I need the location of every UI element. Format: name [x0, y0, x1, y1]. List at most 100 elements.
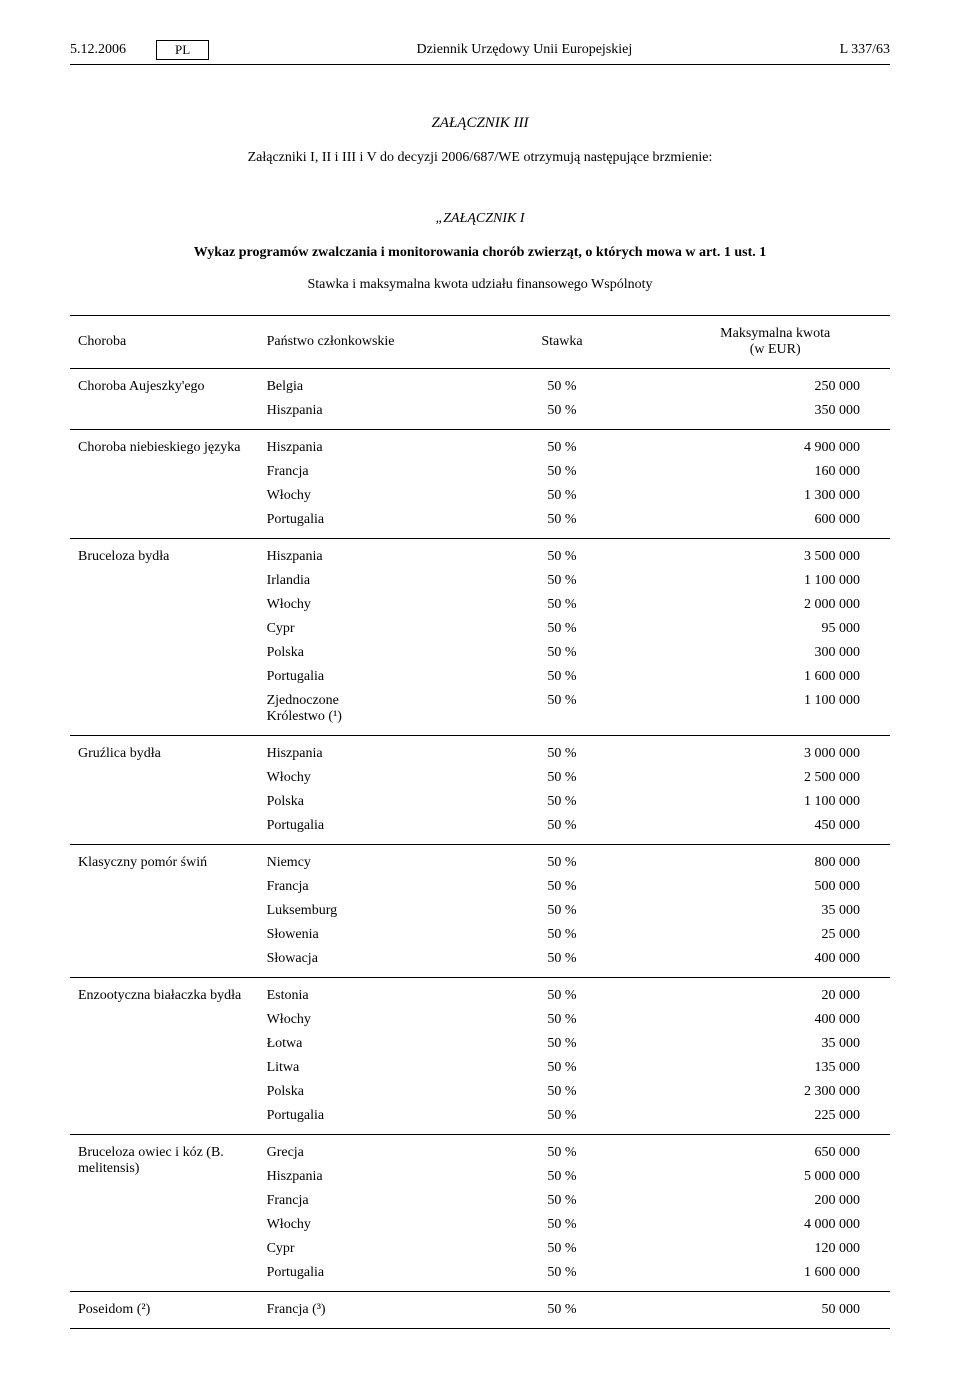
- th-rate: Stawka: [464, 316, 661, 369]
- cell-max: 450 000: [660, 814, 890, 845]
- cell-state: Cypr: [259, 1237, 464, 1261]
- header-pageref: L 337/63: [840, 42, 890, 58]
- table-row: Klasyczny pomór świńNiemcy50 %800 000: [70, 845, 890, 876]
- annex-bold: Wykaz programów zwalczania i monitorowan…: [70, 245, 890, 261]
- cell-rate: 50 %: [464, 689, 661, 736]
- header-lang: PL: [156, 40, 209, 60]
- cell-disease: Bruceloza bydła: [70, 539, 259, 736]
- page: 5.12.2006 PL Dziennik Urzędowy Unii Euro…: [0, 0, 960, 1379]
- table-body: Choroba Aujeszky'egoBelgia50 %250 000 His…: [70, 369, 890, 1329]
- cell-state: Portugalia: [259, 1104, 464, 1135]
- cell-max: 20 000: [660, 978, 890, 1009]
- cell-disease: Gruźlica bydła: [70, 736, 259, 845]
- cell-rate: 50 %: [464, 923, 661, 947]
- cell-max: 135 000: [660, 1056, 890, 1080]
- cell-rate: 50 %: [464, 1104, 661, 1135]
- cell-rate: 50 %: [464, 1189, 661, 1213]
- cell-max: 35 000: [660, 899, 890, 923]
- cell-state: Polska: [259, 641, 464, 665]
- cell-max: 300 000: [660, 641, 890, 665]
- cell-disease: Bruceloza owiec i kóz (B. melitensis): [70, 1135, 259, 1292]
- table-row: Gruźlica bydłaHiszpania50 %3 000 000: [70, 736, 890, 767]
- cell-max: 225 000: [660, 1104, 890, 1135]
- cell-state: Zjednoczone Królestwo (¹): [259, 689, 464, 736]
- cell-max: 1 600 000: [660, 1261, 890, 1292]
- cell-rate: 50 %: [464, 460, 661, 484]
- cell-max: 400 000: [660, 1008, 890, 1032]
- cell-state: Francja (³): [259, 1292, 464, 1329]
- cell-state: Estonia: [259, 978, 464, 1009]
- cell-disease: Choroba Aujeszky'ego: [70, 369, 259, 430]
- cell-state: Hiszpania: [259, 736, 464, 767]
- cell-state: Łotwa: [259, 1032, 464, 1056]
- cell-state: Włochy: [259, 1213, 464, 1237]
- cell-rate: 50 %: [464, 1135, 661, 1166]
- table-row: Choroba niebieskiego językaHiszpania50 %…: [70, 430, 890, 461]
- cell-max: 120 000: [660, 1237, 890, 1261]
- cell-rate: 50 %: [464, 593, 661, 617]
- cell-state: Portugalia: [259, 508, 464, 539]
- cell-rate: 50 %: [464, 665, 661, 689]
- cell-max: 50 000: [660, 1292, 890, 1329]
- cell-max: 35 000: [660, 1032, 890, 1056]
- cell-disease: Enzootyczna białaczka bydła: [70, 978, 259, 1135]
- cell-rate: 50 %: [464, 875, 661, 899]
- cell-state: Luksemburg: [259, 899, 464, 923]
- cell-max: 1 100 000: [660, 689, 890, 736]
- cell-max: 1 100 000: [660, 569, 890, 593]
- cell-rate: 50 %: [464, 845, 661, 876]
- cell-rate: 50 %: [464, 1292, 661, 1329]
- cell-max: 2 000 000: [660, 593, 890, 617]
- cell-rate: 50 %: [464, 1056, 661, 1080]
- cell-rate: 50 %: [464, 1237, 661, 1261]
- cell-max: 350 000: [660, 399, 890, 430]
- cell-state: Portugalia: [259, 665, 464, 689]
- cell-rate: 50 %: [464, 790, 661, 814]
- cell-max: 400 000: [660, 947, 890, 978]
- cell-disease: Poseidom (²): [70, 1292, 259, 1329]
- table-row: Enzootyczna białaczka bydłaEstonia50 %20…: [70, 978, 890, 1009]
- page-header: 5.12.2006 PL Dziennik Urzędowy Unii Euro…: [70, 40, 890, 65]
- header-journal: Dziennik Urzędowy Unii Europejskiej: [416, 42, 632, 58]
- cell-rate: 50 %: [464, 1008, 661, 1032]
- cell-disease: Klasyczny pomór świń: [70, 845, 259, 978]
- th-disease: Choroba: [70, 316, 259, 369]
- cell-state: Grecja: [259, 1135, 464, 1166]
- data-table: Choroba Państwo członkowskie Stawka Maks…: [70, 315, 890, 1329]
- cell-max: 3 500 000: [660, 539, 890, 570]
- cell-rate: 50 %: [464, 1080, 661, 1104]
- cell-rate: 50 %: [464, 617, 661, 641]
- cell-max: 4 900 000: [660, 430, 890, 461]
- cell-max: 160 000: [660, 460, 890, 484]
- cell-state: Polska: [259, 790, 464, 814]
- cell-max: 200 000: [660, 1189, 890, 1213]
- cell-rate: 50 %: [464, 369, 661, 400]
- cell-rate: 50 %: [464, 814, 661, 845]
- cell-state: Litwa: [259, 1056, 464, 1080]
- cell-disease: Choroba niebieskiego języka: [70, 430, 259, 539]
- cell-max: 500 000: [660, 875, 890, 899]
- table-row: Bruceloza owiec i kóz (B. melitensis)Gre…: [70, 1135, 890, 1166]
- table-row: Choroba Aujeszky'egoBelgia50 %250 000: [70, 369, 890, 400]
- header-left: 5.12.2006 PL: [70, 40, 209, 60]
- table-header-row: Choroba Państwo członkowskie Stawka Maks…: [70, 316, 890, 369]
- cell-rate: 50 %: [464, 484, 661, 508]
- cell-state: Hiszpania: [259, 539, 464, 570]
- cell-state: Portugalia: [259, 814, 464, 845]
- cell-rate: 50 %: [464, 569, 661, 593]
- cell-state: Polska: [259, 1080, 464, 1104]
- cell-rate: 50 %: [464, 1261, 661, 1292]
- cell-max: 600 000: [660, 508, 890, 539]
- cell-state: Włochy: [259, 1008, 464, 1032]
- cell-state: Francja: [259, 460, 464, 484]
- cell-state: Hiszpania: [259, 1165, 464, 1189]
- cell-state: Włochy: [259, 593, 464, 617]
- cell-max: 2 500 000: [660, 766, 890, 790]
- cell-rate: 50 %: [464, 539, 661, 570]
- cell-max: 4 000 000: [660, 1213, 890, 1237]
- cell-rate: 50 %: [464, 399, 661, 430]
- cell-state: Hiszpania: [259, 430, 464, 461]
- cell-max: 250 000: [660, 369, 890, 400]
- annex-quote: „ZAŁĄCZNIK I: [70, 211, 890, 227]
- cell-rate: 50 %: [464, 641, 661, 665]
